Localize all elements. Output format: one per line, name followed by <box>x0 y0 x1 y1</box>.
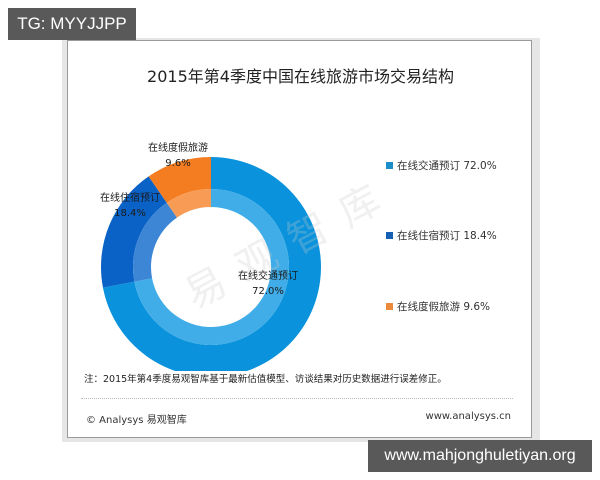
footer-website: www.analysys.cn <box>425 411 511 422</box>
slice-label-name: 在线住宿预订 <box>100 193 160 204</box>
legend-label: 在线住宿预订 18.4% <box>397 230 497 242</box>
legend-label: 在线交通预订 72.0% <box>397 160 497 172</box>
slice-label-lodging: 在线住宿预订 18.4% <box>100 191 160 221</box>
donut-chart <box>100 157 321 371</box>
donut-slice <box>100 176 167 288</box>
footer-divider <box>81 398 513 399</box>
donut-slice <box>102 157 321 371</box>
donut-slice <box>148 157 211 203</box>
top-overlay-badge: TG: MYYJJPP <box>8 8 136 40</box>
legend-swatch-icon <box>386 303 393 310</box>
legend-item-lodging: 在线住宿预订 18.4% <box>386 228 497 243</box>
chart-title: 2015年第4季度中国在线旅游市场交易结构 <box>147 67 454 86</box>
bottom-overlay-badge: www.mahjonghuletiyan.org <box>368 440 592 472</box>
slice-label-value: 18.4% <box>114 208 146 219</box>
slice-label-name: 在线交通预订 <box>238 271 298 282</box>
legend-item-transport: 在线交通预订 72.0% <box>386 158 497 173</box>
slice-label-value: 9.6% <box>165 158 191 169</box>
donut-inner-ring <box>133 202 177 282</box>
legend-item-vacation: 在线度假旅游 9.6% <box>386 299 490 314</box>
donut-inner-ring <box>166 189 211 218</box>
legend-label: 在线度假旅游 9.6% <box>397 301 491 313</box>
footer-copyright: © Analysys 易观智库 <box>86 415 187 426</box>
chart-note: 注：2015年第4季度易观智库基于最新估值模型、访谈结果对历史数据进行误差修正。 <box>84 374 447 385</box>
legend-swatch-icon <box>386 232 393 239</box>
slice-label-value: 72.0% <box>252 286 284 297</box>
slice-label-vacation: 在线度假旅游 9.6% <box>148 141 208 171</box>
slice-label-transport: 在线交通预订 72.0% <box>238 269 298 299</box>
legend-swatch-icon <box>386 162 393 169</box>
chart-panel: 2015年第4季度中国在线旅游市场交易结构 易观智库 在线度假旅游 9.6% 在… <box>67 40 532 438</box>
slice-label-name: 在线度假旅游 <box>148 143 208 154</box>
